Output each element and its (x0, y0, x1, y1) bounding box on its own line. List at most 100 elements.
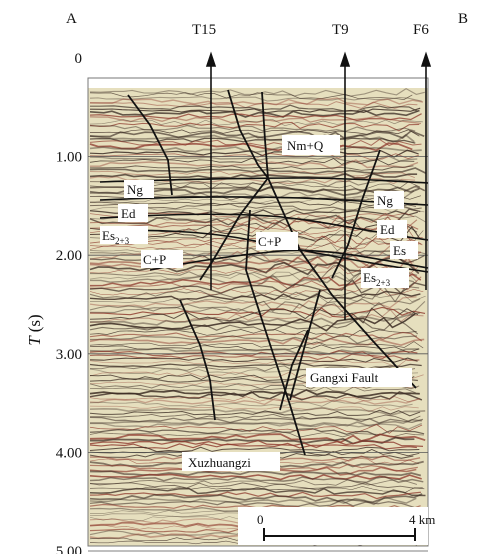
label-nm-q: Nm+Q (287, 138, 324, 153)
label-es23-right-sub: 2+3 (376, 278, 391, 288)
reflector-trace (89, 137, 416, 145)
reflector-trace (89, 491, 421, 500)
fault-east-branch (331, 149, 381, 279)
reflector-trace (89, 317, 419, 335)
reflector-trace (90, 478, 418, 486)
well-arrow-t15 (205, 51, 217, 67)
reflector-trace (89, 424, 423, 434)
layer-labels: Nm+Q Ng Ed Es2+3 C+P C+P Ng Ed Es Es2+3 (100, 135, 418, 288)
reflector-trace (89, 329, 417, 338)
reflector-trace (89, 313, 416, 332)
label-es23-right: Es2+3 (363, 270, 391, 288)
fault-gangxi (289, 289, 321, 401)
reflector-trace (89, 92, 413, 100)
reflector-trace (89, 357, 418, 363)
reflector-trace (89, 113, 422, 122)
reflector-trace (90, 312, 420, 326)
time-tick-label: 5.00 (56, 544, 82, 554)
reflector-trace (89, 101, 418, 109)
reflector-trace (90, 335, 418, 344)
reflector-trace (89, 409, 421, 417)
reflector-trace (89, 475, 424, 484)
reflector-trace (89, 278, 427, 294)
panel-top-mask (88, 78, 428, 88)
well-name-f6: F6 (413, 22, 429, 38)
reflector-trace (89, 308, 424, 323)
reflector-trace (89, 172, 418, 179)
scale-end-label: 4 km (409, 512, 435, 527)
reflector-trace (89, 149, 419, 158)
reflector-trace (89, 157, 415, 166)
reflector-trace (89, 383, 420, 390)
label-es23-left: Es2+3 (102, 228, 130, 246)
reflector-trace (90, 293, 426, 304)
fault-main-east-dipping (227, 89, 417, 389)
reflector-trace (89, 307, 419, 324)
reflector-trace (89, 165, 414, 171)
fault-gangxi-branch (279, 329, 309, 411)
reflector-trace (89, 405, 419, 413)
label-ng-left: Ng (127, 182, 143, 197)
label-ed-left: Ed (121, 206, 136, 221)
time-tick-label: 1.00 (56, 150, 82, 166)
reflector-trace (89, 386, 416, 394)
time-tick-label: 0 (75, 51, 83, 67)
well-name-t9: T9 (332, 22, 349, 38)
label-es23-left-main: Es (102, 228, 115, 243)
seismic-panel-border (87, 77, 429, 547)
fault-left-deep (179, 299, 216, 421)
reflector-trace (89, 473, 422, 481)
reflector-trace (89, 200, 416, 208)
reflector-trace (89, 396, 421, 403)
reflector-trace (89, 290, 421, 301)
reflector-trace (89, 107, 421, 114)
reflector-trace (89, 244, 414, 263)
reflector-trace (89, 97, 424, 106)
reflector-trace (89, 353, 420, 361)
reflector-trace (89, 493, 423, 504)
time-tick-label: 4.00 (56, 445, 82, 461)
reflector-trace (90, 104, 418, 112)
time-axis-unit: (s) (25, 314, 44, 332)
reflector-trace (89, 341, 424, 349)
reflector-trace (89, 431, 424, 438)
reflector-trace (89, 390, 423, 401)
reflector-trace (89, 306, 426, 318)
reflector-trace (89, 347, 420, 355)
fault-xuzhuangzi (245, 209, 306, 456)
well-name-t15: T15 (192, 22, 216, 38)
reflector-trace (89, 416, 424, 424)
label-ed-right: Ed (380, 222, 395, 237)
reflector-trace (89, 486, 425, 493)
label-es23-left-sub: 2+3 (115, 236, 130, 246)
reflector-trace (89, 428, 425, 437)
reflector-trace (89, 96, 422, 102)
reflector-trace (89, 202, 422, 211)
fault-labels: Gangxi Fault Xuzhuangzi (182, 368, 412, 471)
label-gangxi-fault: Gangxi Fault (310, 370, 379, 385)
reflector-trace (89, 212, 418, 229)
reflector-trace (89, 482, 423, 491)
reflector-trace (89, 167, 427, 175)
reflector-trace (89, 170, 415, 178)
reflector-trace (90, 419, 422, 428)
horizon-es23-top (99, 229, 429, 273)
label-cp-left: C+P (143, 252, 166, 267)
corner-label-a: A (66, 11, 77, 27)
reflector-trace (89, 344, 419, 354)
reflector-trace (89, 129, 425, 139)
reflector-trace (89, 115, 422, 125)
reflector-trace (89, 331, 423, 342)
reflector-trace (89, 159, 419, 170)
well-lines (205, 51, 432, 320)
reflector-trace (89, 442, 417, 450)
reflector-trace (89, 499, 416, 509)
reflector-trace (89, 439, 424, 449)
fault-lines (127, 89, 417, 456)
scale-bar: 0 4 km (238, 507, 435, 545)
time-axis-label: T (s) (25, 314, 44, 345)
reflector-trace (89, 397, 421, 406)
reflector-trace (89, 146, 422, 154)
